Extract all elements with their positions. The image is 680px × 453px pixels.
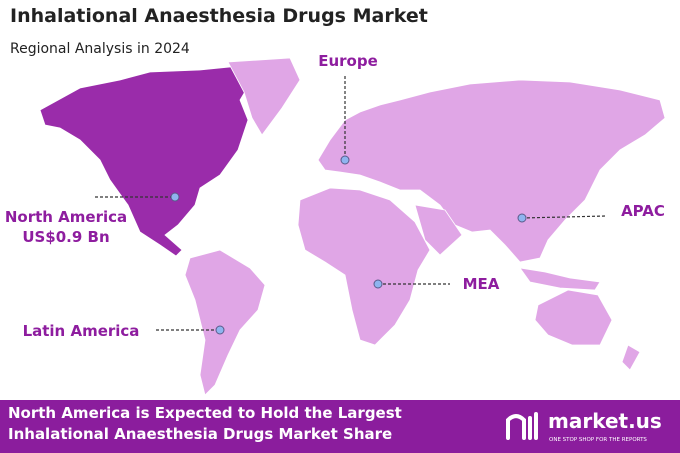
region-label: North America xyxy=(5,208,127,226)
eurasia-shape xyxy=(317,79,666,263)
logo-icon xyxy=(506,412,538,440)
region-value: US$0.9 Bn xyxy=(22,228,109,246)
region-dot xyxy=(215,325,225,335)
australia-shape xyxy=(534,289,613,346)
region-label: APAC xyxy=(621,202,665,220)
indonesia-shape xyxy=(519,267,601,291)
footer-text: North America is Expected to Hold the La… xyxy=(8,404,402,422)
logo: market.us ONE STOP SHOP FOR THE REPORTS xyxy=(506,409,662,443)
region-dot xyxy=(340,155,350,165)
africa-shape xyxy=(297,187,431,346)
title: Inhalational Anaesthesia Drugs Market xyxy=(10,5,428,27)
greenland-shape xyxy=(227,57,301,136)
region-dot xyxy=(170,192,180,202)
region-label: Latin America xyxy=(23,322,140,340)
footer-text: Inhalational Anaesthesia Drugs Market Sh… xyxy=(8,425,392,443)
arabia-shape xyxy=(414,204,463,256)
subtitle: Regional Analysis in 2024 xyxy=(10,41,190,57)
new-zealand-shape xyxy=(621,344,641,371)
logo-name: market.us xyxy=(548,409,662,433)
south-america-shape xyxy=(184,249,266,396)
world-map xyxy=(39,57,666,396)
footer-bar xyxy=(0,400,680,453)
logo-tagline: ONE STOP SHOP FOR THE REPORTS xyxy=(549,437,647,443)
region-dot xyxy=(373,279,383,289)
region-dot xyxy=(517,213,527,223)
leader-line xyxy=(521,215,607,219)
north-america-shape xyxy=(39,65,253,257)
region-label: MEA xyxy=(463,275,500,293)
region-label: Europe xyxy=(318,52,378,70)
